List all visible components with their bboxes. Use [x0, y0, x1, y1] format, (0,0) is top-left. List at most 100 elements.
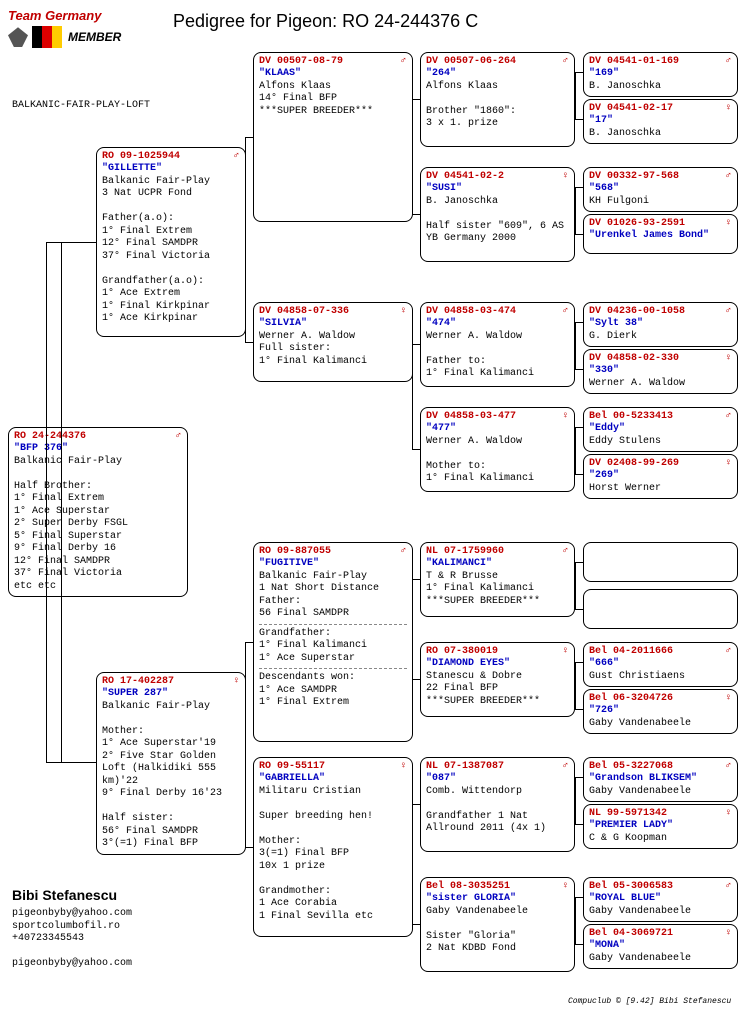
logo-title: Team Germany: [8, 8, 173, 24]
sire-node: RO 09-1025944♂"GILLETTE"Balkanic Fair-Pl…: [96, 147, 246, 337]
pigeon-text: Alfons Klaas 14° Final BFP ***SUPER BREE…: [259, 81, 407, 119]
pigeon-name: "169": [589, 68, 732, 81]
ring-number: Bel 05-3006583: [589, 881, 732, 894]
pigeon-name: "BFP 376": [14, 443, 182, 456]
pigeon-text: C & G Koopman: [589, 833, 732, 846]
ring-number: Bel 05-3227068: [589, 761, 732, 774]
pigeon-text: Descendants won: 1° Ace SAMDPR 1° Final …: [259, 672, 407, 710]
dove-icon: [8, 27, 28, 47]
pigeon-text: KH Fulgoni: [589, 196, 732, 209]
pigeon-name: "Sylt 38": [589, 318, 732, 331]
pigeon-name: "sister GLORIA": [426, 893, 569, 906]
pigeon-name: "KALIMANCI": [426, 558, 569, 571]
pigeon-name: "726": [589, 705, 732, 718]
sex-icon: ♀: [400, 305, 408, 318]
g4-node-1: DV 04541-02-2♀"SUSI"B. Janoschka Half si…: [420, 167, 575, 262]
ring-number: DV 01026-93-2591: [589, 218, 732, 231]
pigeon-text: Eddy Stulens: [589, 436, 732, 449]
pigeon-text: Werner A. Waldow: [589, 378, 732, 391]
g5-node-13: NL 99-5971342♀"PREMIER LADY"C & G Koopma…: [583, 804, 738, 850]
ring-number: DV 04236-00-1058: [589, 306, 732, 319]
subject-node: RO 24-244376♂"BFP 376"Balkanic Fair-Play…: [8, 427, 188, 598]
ring-number: DV 00507-06-264: [426, 56, 569, 69]
sex-icon: ♂: [725, 880, 733, 893]
pigeon-text: Werner A. Waldow Mother to: 1° Final Kal…: [426, 436, 569, 486]
pigeon-text: Comb. Wittendorp Grandfather 1 Nat Allro…: [426, 786, 569, 836]
ring-number: DV 00332-97-568: [589, 171, 732, 184]
pigeon-name: "SUSI": [426, 183, 569, 196]
g4-node-7: Bel 08-3035251♀"sister GLORIA"Gaby Vande…: [420, 877, 575, 972]
ring-number: DV 04858-07-336: [259, 306, 407, 319]
header: Team Germany MEMBER Pedigree for Pigeon:…: [8, 8, 732, 50]
footer-credit: Compuclub © [9.42] Bibi Stefanescu: [568, 997, 731, 1007]
dam-node: RO 17-402287♀"SUPER 287"Balkanic Fair-Pl…: [96, 672, 246, 855]
pigeon-name: "DIAMOND EYES": [426, 658, 569, 671]
ring-number: DV 00507-08-79: [259, 56, 407, 69]
pigeon-text: Balkanic Fair-Play 1 Nat Short Distance …: [259, 571, 407, 621]
pigeon-name: "Eddy": [589, 423, 732, 436]
pigeon-text: Alfons Klaas Brother "1860": 3 x 1. priz…: [426, 81, 569, 131]
pigeon-name: "269": [589, 470, 732, 483]
sex-icon: ♂: [725, 55, 733, 68]
ring-number: RO 17-402287: [102, 676, 240, 689]
ring-number: Bel 04-2011666: [589, 646, 732, 659]
sex-icon: ♂: [562, 305, 570, 318]
sex-icon: ♂: [175, 430, 183, 443]
sex-icon: ♂: [725, 410, 733, 423]
g5-node-7: DV 02408-99-269♀"269"Horst Werner: [583, 454, 738, 500]
g5-node-8: [583, 542, 738, 582]
sex-icon: ♀: [400, 760, 408, 773]
pigeon-text: Horst Werner: [589, 483, 732, 496]
ring-number: NL 07-1387087: [426, 761, 569, 774]
ring-number: DV 04541-01-169: [589, 56, 732, 69]
pigeon-text: Balkanic Fair-Play Mother: 1° Ace Supers…: [102, 701, 240, 851]
pigeon-name: "SUPER 287": [102, 688, 240, 701]
sex-icon: ♀: [233, 675, 241, 688]
g4-node-0: DV 00507-06-264♂"264"Alfons Klaas Brothe…: [420, 52, 575, 147]
contact-lines: pigeonbyby@yahoo.com sportcolumbofil.ro …: [12, 908, 212, 971]
logo: Team Germany MEMBER: [8, 8, 173, 50]
flag-icon: [32, 26, 62, 48]
ring-number: DV 04858-02-330: [589, 353, 732, 366]
pigeon-text: Gaby Vandenabeele: [589, 953, 732, 966]
sex-icon: ♀: [562, 170, 570, 183]
pigeon-text: Stanescu & Dobre 22 Final BFP ***SUPER B…: [426, 671, 569, 709]
ring-number: Bel 00-5233413: [589, 411, 732, 424]
g5-node-6: Bel 00-5233413♂"Eddy"Eddy Stulens: [583, 407, 738, 453]
pigeon-name: "KLAAS": [259, 68, 407, 81]
pigeon-name: "GABRIELLA": [259, 773, 407, 786]
sex-icon: ♂: [725, 305, 733, 318]
sex-icon: ♀: [725, 807, 733, 820]
sex-icon: ♂: [562, 55, 570, 68]
sex-icon: ♂: [400, 55, 408, 68]
sex-icon: ♂: [725, 170, 733, 183]
g4-node-3: DV 04858-03-477♀"477"Werner A. Waldow Mo…: [420, 407, 575, 492]
sex-icon: ♀: [725, 927, 733, 940]
pigeon-text: Balkanic Fair-Play 3 Nat UCPR Fond Fathe…: [102, 176, 240, 326]
pigeon-text: Grandfather: 1° Final Kalimanci 1° Ace S…: [259, 628, 407, 666]
pedigree-tree: RO 24-244376♂"BFP 376"Balkanic Fair-Play…: [8, 117, 732, 1017]
pigeon-name: "568": [589, 183, 732, 196]
pigeon-name: "17": [589, 115, 732, 128]
contact-block: Bibi Stefanescupigeonbyby@yahoo.com spor…: [12, 887, 212, 971]
pigeon-text: B. Janoschka: [589, 128, 732, 141]
pigeon-name: "FUGITIVE": [259, 558, 407, 571]
sex-icon: ♂: [725, 645, 733, 658]
logo-member: MEMBER: [68, 30, 121, 45]
ring-number: Bel 08-3035251: [426, 881, 569, 894]
pigeon-text: G. Dierk: [589, 331, 732, 344]
ds-node: RO 09-887055♂"FUGITIVE"Balkanic Fair-Pla…: [253, 542, 413, 742]
g5-node-3: DV 01026-93-2591♀"Urenkel James Bond": [583, 214, 738, 254]
pigeon-name: "Grandson BLIKSEM": [589, 773, 732, 786]
pigeon-text: Militaru Cristian Super breeding hen! Mo…: [259, 786, 407, 924]
g5-node-4: DV 04236-00-1058♂"Sylt 38"G. Dierk: [583, 302, 738, 348]
sex-icon: ♀: [562, 410, 570, 423]
pigeon-text: B. Janoschka: [589, 81, 732, 94]
ring-number: Bel 04-3069721: [589, 928, 732, 941]
sex-icon: ♀: [562, 645, 570, 658]
pigeon-text: T & R Brusse 1° Final Kalimanci ***SUPER…: [426, 571, 569, 609]
g4-node-6: NL 07-1387087♂"087"Comb. Wittendorp Gran…: [420, 757, 575, 852]
pigeon-name: "087": [426, 773, 569, 786]
pigeon-name: "666": [589, 658, 732, 671]
sex-icon: ♀: [725, 102, 733, 115]
